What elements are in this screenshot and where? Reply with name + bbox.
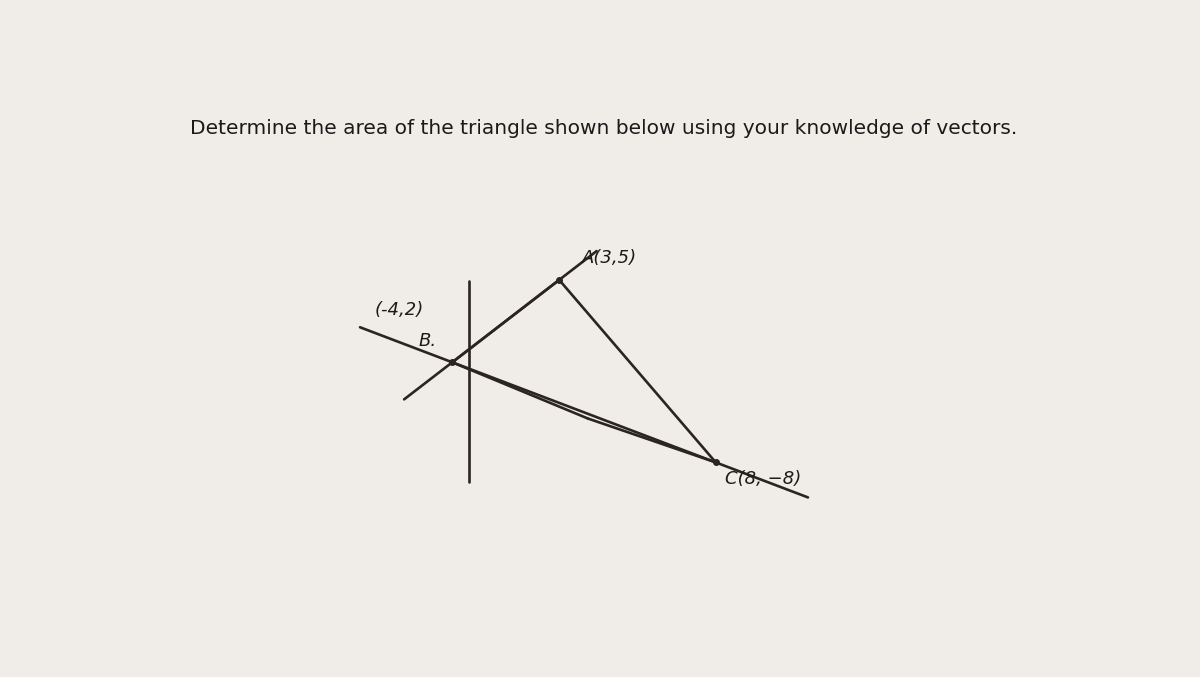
Text: A(3,5): A(3,5) xyxy=(582,249,637,267)
Text: C(8, −8): C(8, −8) xyxy=(725,471,802,488)
Text: B.: B. xyxy=(419,332,437,350)
Text: (-4,2): (-4,2) xyxy=(374,301,424,319)
Text: Determine the area of the triangle shown below using your knowledge of vectors.: Determine the area of the triangle shown… xyxy=(191,119,1018,139)
